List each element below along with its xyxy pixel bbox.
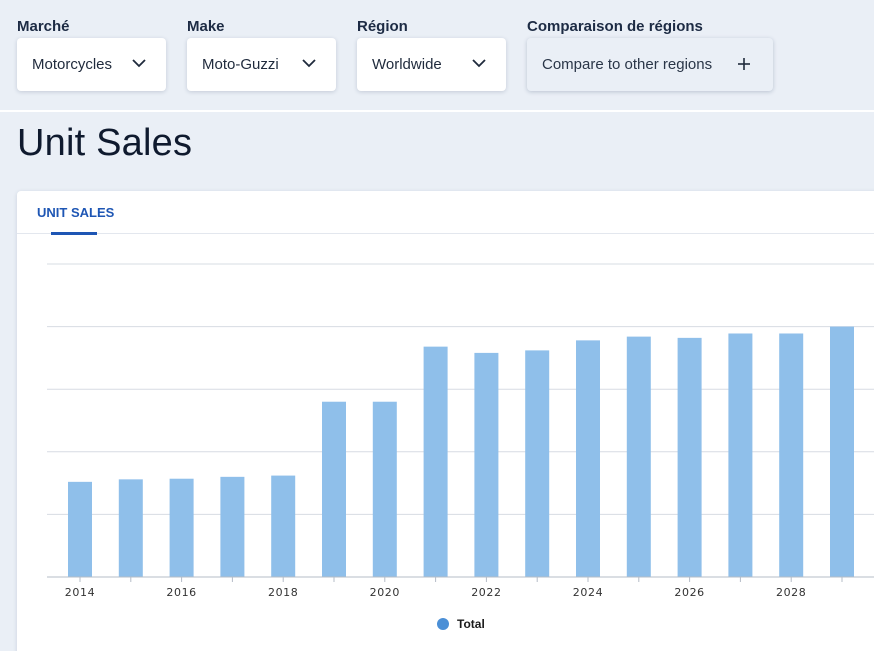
bar-2027[interactable]: [728, 333, 753, 577]
bar-2016[interactable]: [169, 478, 194, 577]
legend-label-total[interactable]: Total: [457, 617, 485, 631]
bar-2014[interactable]: [68, 481, 92, 577]
bar-2021[interactable]: [423, 346, 448, 577]
plus-icon: [738, 58, 750, 70]
make-label: Make: [187, 18, 225, 35]
bar-2024[interactable]: [576, 340, 600, 577]
x-tick-label: 2024: [573, 586, 603, 599]
x-tick-label: 2026: [674, 586, 704, 599]
bar-2022[interactable]: [474, 352, 499, 577]
tab-unit-sales[interactable]: UNIT SALES: [37, 205, 115, 220]
bar-2018[interactable]: [271, 475, 296, 577]
market-select[interactable]: Motorcycles: [17, 38, 166, 91]
compare-button-label: Compare to other regions: [542, 56, 713, 73]
x-tick-label: 2028: [776, 586, 806, 599]
region-filter: Région Worldwide: [357, 17, 506, 91]
region-label: Région: [357, 18, 408, 35]
region-value: Worldwide: [372, 56, 442, 73]
x-tick-label: 2018: [268, 586, 298, 599]
bar-2017[interactable]: [220, 476, 245, 577]
bar-2029[interactable]: [830, 326, 854, 577]
compare-regions-button[interactable]: Compare to other regions: [527, 38, 773, 91]
make-filter: Make Moto-Guzzi: [187, 17, 336, 91]
x-tick-label: 2016: [166, 586, 196, 599]
x-tick-label: 2014: [65, 586, 95, 599]
market-label: Marché: [17, 18, 70, 35]
bar-2019[interactable]: [322, 401, 346, 577]
compare-label: Comparaison de régions: [527, 18, 703, 35]
bar-2023[interactable]: [525, 350, 550, 577]
compare-filter: Comparaison de régions Compare to other …: [527, 17, 773, 91]
chevron-down-icon: [132, 59, 146, 68]
market-filter: Marché Motorcycles: [17, 17, 166, 91]
filter-bar: Marché Motorcycles Make Moto-Guzzi Régio…: [0, 0, 874, 110]
header-divider: [0, 110, 874, 112]
tab-divider: [17, 233, 874, 234]
legend-marker-total[interactable]: [437, 618, 449, 630]
page-title: Unit Sales: [17, 122, 193, 164]
bar-2020[interactable]: [372, 401, 397, 577]
active-tab-indicator: [51, 232, 97, 235]
bar-2015[interactable]: [118, 479, 143, 577]
chevron-down-icon: [302, 59, 316, 68]
make-value: Moto-Guzzi: [202, 56, 279, 73]
make-select[interactable]: Moto-Guzzi: [187, 38, 336, 91]
x-tick-label: 2020: [370, 586, 400, 599]
chevron-down-icon: [472, 59, 486, 68]
bar-2028[interactable]: [779, 333, 804, 577]
bar-2026[interactable]: [677, 337, 702, 577]
bar-2025[interactable]: [626, 336, 651, 577]
region-select[interactable]: Worldwide: [357, 38, 506, 91]
x-tick-label: 2022: [471, 586, 501, 599]
market-value: Motorcycles: [32, 56, 113, 73]
